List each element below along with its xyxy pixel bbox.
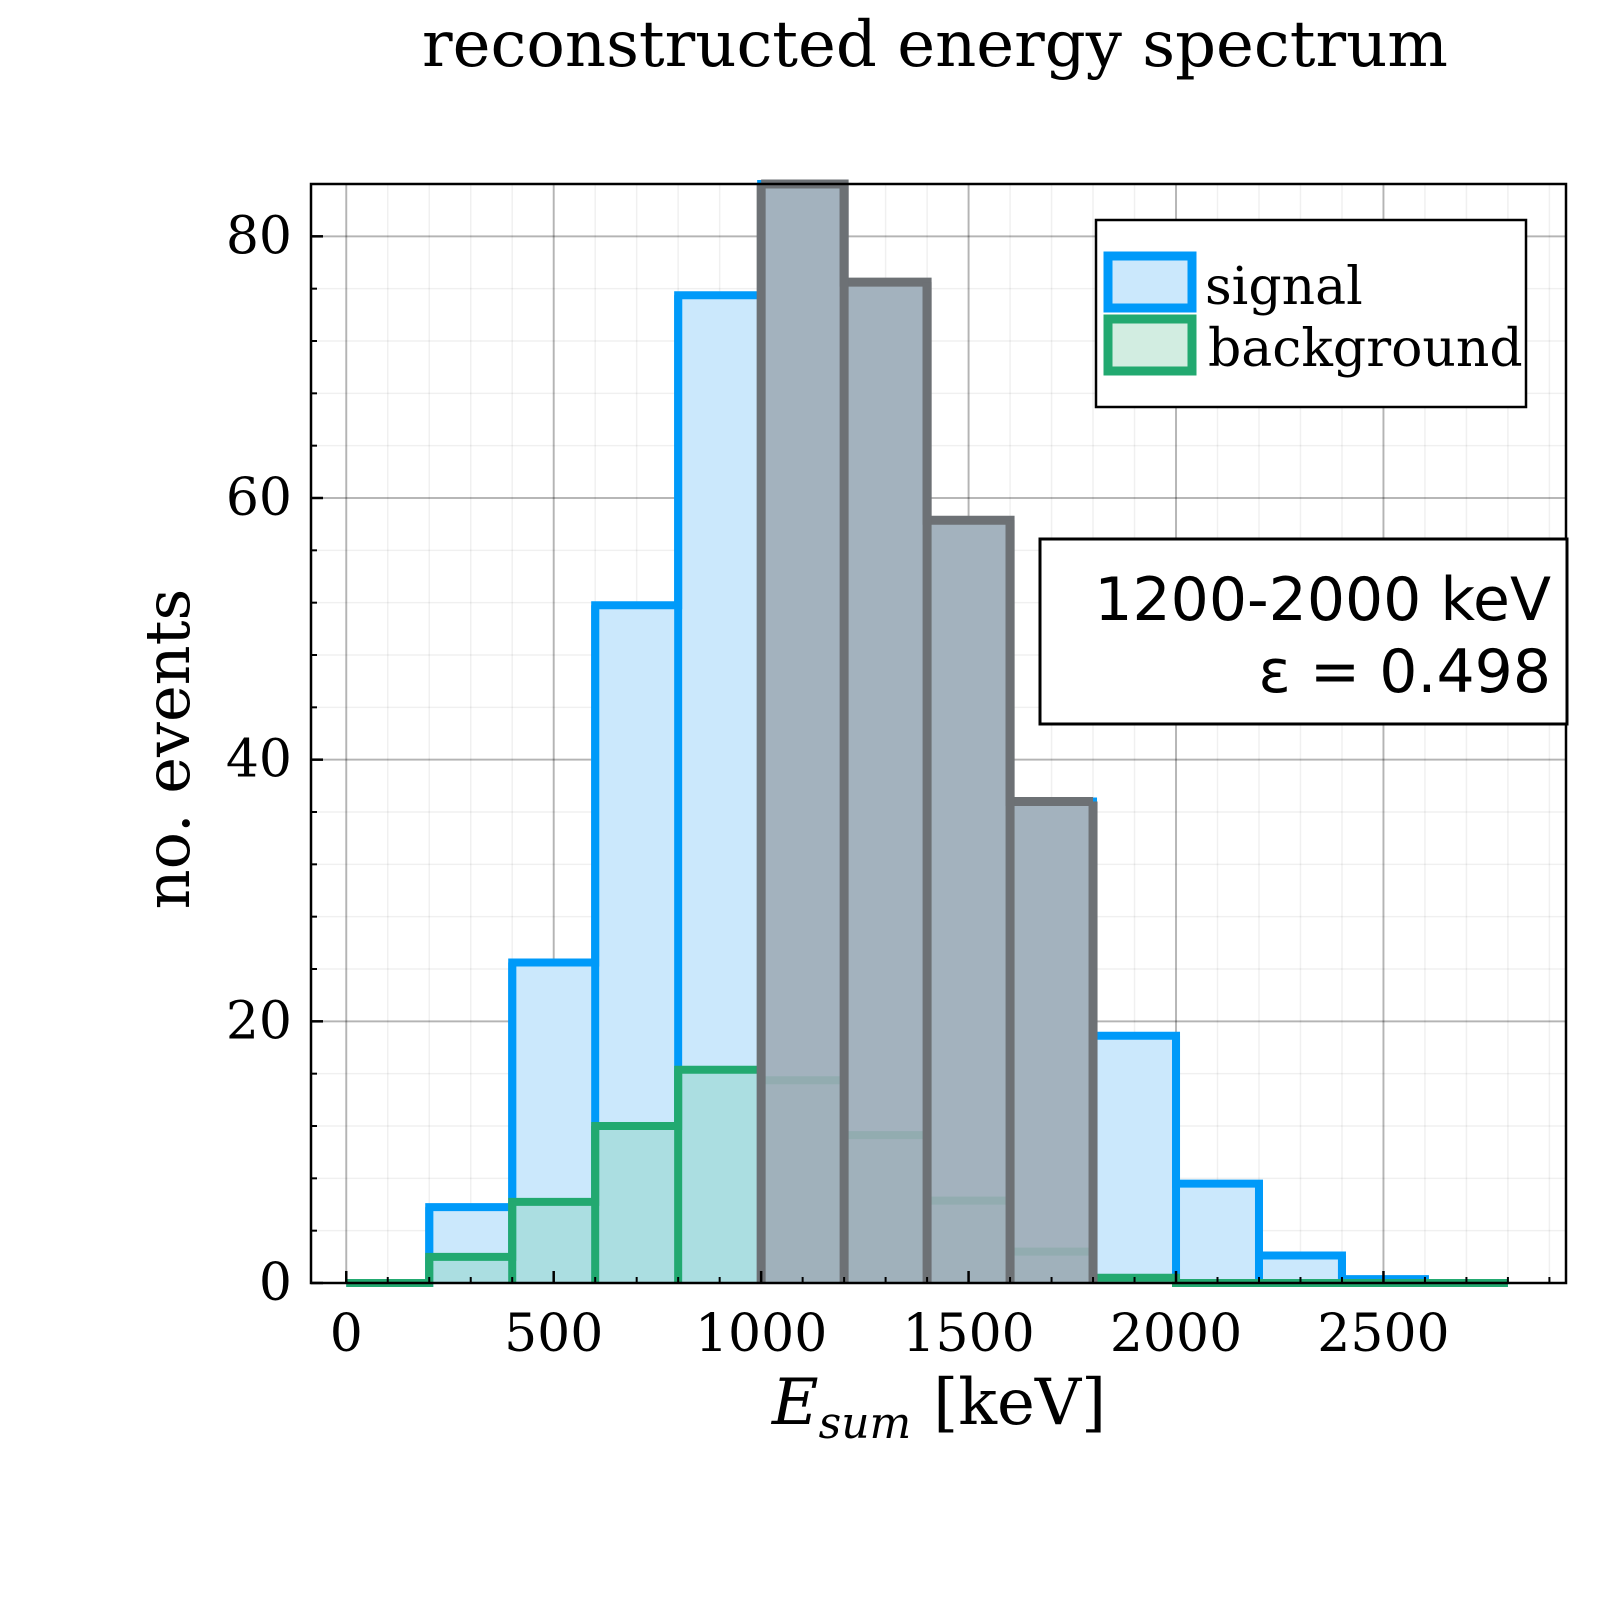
annotation-frame — [1038, 537, 1569, 726]
chart-title: reconstructed energy spectrum — [422, 8, 1448, 82]
x-axis-label-unit: [keV] — [933, 1366, 1106, 1440]
annotation-line-2: ε = 0.498 — [1258, 637, 1551, 707]
svg-text:no. events: no. events — [131, 589, 204, 910]
x-axis-label-subscript: sum — [819, 1398, 912, 1449]
bars — [346, 179, 1508, 1287]
selection-window-bar-fill — [761, 184, 845, 1283]
y-tick-label: 80 — [226, 206, 292, 266]
y-tick-label: 20 — [226, 991, 292, 1051]
legend-swatch-background — [1103, 314, 1197, 376]
selection-window-bar-fill — [927, 520, 1011, 1283]
x-tick-label: 2500 — [1317, 1304, 1449, 1364]
background-bar-fill — [678, 1069, 762, 1283]
x-axis-label-symbol: E — [771, 1366, 819, 1440]
x-tick-label: 1000 — [695, 1304, 827, 1364]
selection-window-bar-fill — [844, 282, 928, 1283]
svg-text:Esum[keV]: Esum [keV] — [771, 1366, 1106, 1449]
signal-bar-fill — [1176, 1183, 1259, 1283]
plot-frame — [309, 182, 1568, 1285]
y-tick-label: 60 — [226, 468, 292, 528]
annotation-line-1: 1200-2000 keV — [1094, 565, 1551, 635]
x-tick-label: 500 — [504, 1304, 603, 1364]
background-bar-fill — [595, 1126, 679, 1283]
legend-label-background: background — [1208, 319, 1523, 379]
x-axis-label: Esum [keV] — [771, 1366, 1106, 1449]
legend-box — [1094, 218, 1528, 409]
y-tick-label: 40 — [226, 730, 292, 790]
y-tick-label: 0 — [259, 1253, 292, 1313]
annotation-box: 1200-2000 keV ε = 0.498 — [1038, 537, 1569, 726]
legend-swatch-signal — [1103, 251, 1197, 313]
signal-bar-fill — [1093, 1035, 1177, 1283]
axis-ticks: 0 500 1000 1500 2000 2500 0 20 40 60 80 — [226, 183, 1551, 1364]
selection-window-bar-fill — [1010, 801, 1094, 1283]
legend: signal background — [1094, 218, 1528, 409]
x-tick-label: 0 — [330, 1304, 363, 1364]
y-axis-label: no. events — [131, 589, 204, 910]
x-tick-label: 2000 — [1110, 1304, 1242, 1364]
legend-label-signal: signal — [1205, 257, 1363, 317]
x-tick-label: 1500 — [902, 1304, 1034, 1364]
background-bar-fill — [512, 1201, 596, 1283]
